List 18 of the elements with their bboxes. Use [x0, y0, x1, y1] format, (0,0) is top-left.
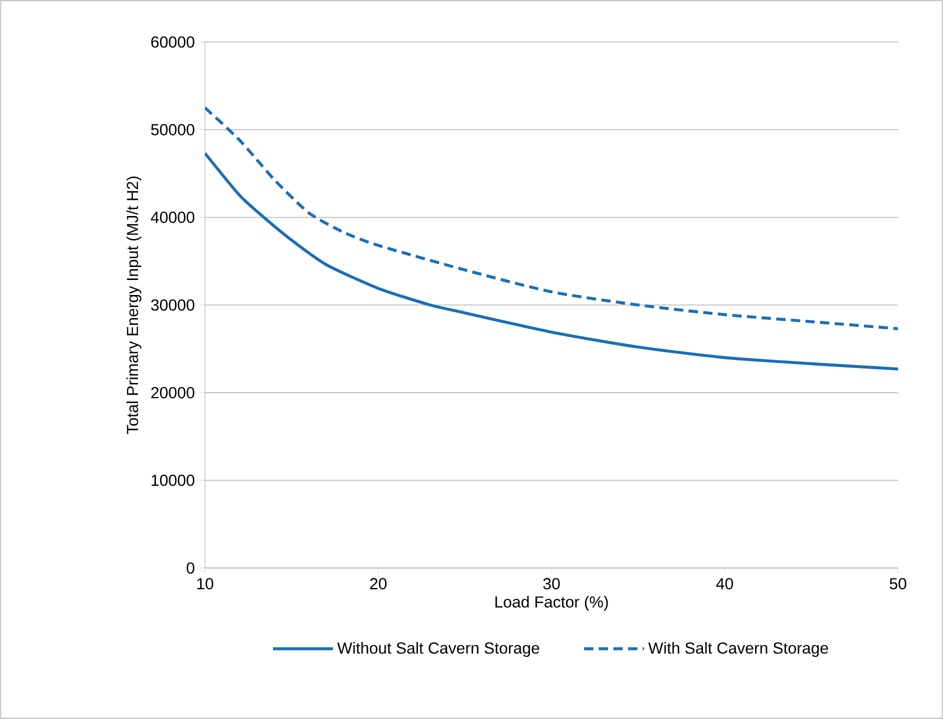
line-series — [205, 106, 898, 330]
x-tick-label: 30 — [543, 578, 560, 590]
legend-label: With Salt Cavern Storage — [648, 642, 828, 657]
x-tick-label: 10 — [197, 578, 214, 590]
y-tick-label: 20000 — [151, 387, 194, 398]
x-tick-label: 40 — [716, 578, 734, 590]
legend-label: Without Salt Cavern Storage — [337, 642, 540, 657]
y-tick-label: 40000 — [150, 212, 194, 223]
y-tick-label: 0 — [186, 562, 194, 574]
line-series — [205, 152, 898, 370]
y-tick-label: 50000 — [151, 124, 194, 136]
x-tick-label: 50 — [890, 578, 906, 590]
x-axis-title: Load Factor (%) — [495, 596, 608, 611]
y-tick-label: 60000 — [151, 36, 194, 48]
y-tick-label: 30000 — [151, 299, 194, 311]
x-tick-label: 20 — [370, 578, 387, 590]
y-axis-title: Total Primary Energy Input (MJ/t H2) — [126, 176, 142, 434]
y-tick-label: 10000 — [152, 474, 194, 486]
